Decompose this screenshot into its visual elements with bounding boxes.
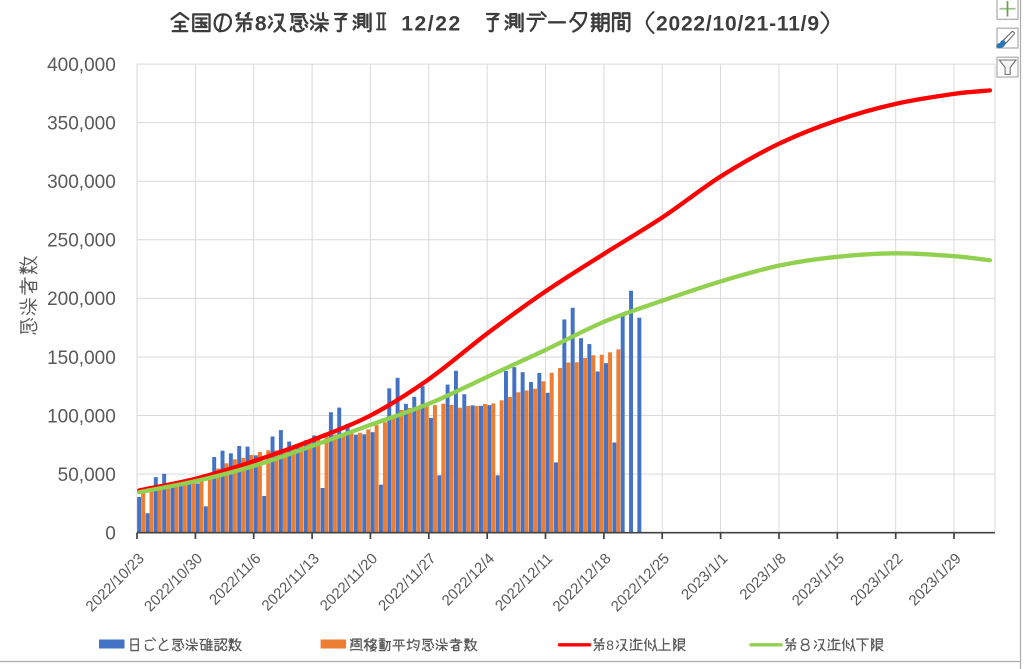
- svg-text:150,000: 150,000: [47, 348, 116, 369]
- svg-text:50,000: 50,000: [58, 465, 116, 486]
- svg-text:400,000: 400,000: [47, 55, 116, 76]
- svg-text:250,000: 250,000: [47, 231, 116, 252]
- svg-text:100,000: 100,000: [47, 406, 116, 427]
- svg-text:0: 0: [105, 524, 116, 545]
- svg-text:8: 8: [255, 12, 267, 35]
- svg-text:12/22: 12/22: [401, 12, 460, 35]
- svg-text:200,000: 200,000: [47, 289, 116, 310]
- svg-text:300,000: 300,000: [47, 172, 116, 193]
- svg-text:350,000: 350,000: [47, 113, 116, 134]
- svg-text:2022/10/21-11/9: 2022/10/21-11/9: [656, 12, 819, 35]
- svg-text:8: 8: [606, 637, 614, 653]
